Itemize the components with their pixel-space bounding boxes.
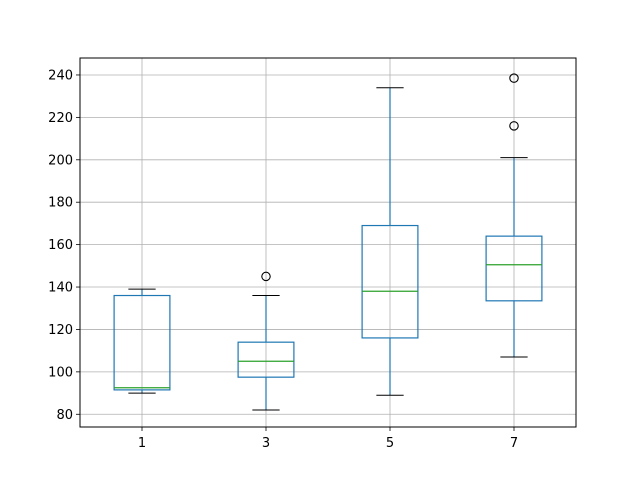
- y-tick-label: 180: [48, 196, 73, 211]
- outlier-point: [509, 73, 519, 83]
- iqr-box: [361, 224, 419, 339]
- box-5: [361, 87, 419, 396]
- y-tick-label: 80: [56, 408, 73, 423]
- y-tick-label: 160: [48, 238, 73, 253]
- boxes: [113, 73, 543, 411]
- x-tick-label: 5: [386, 436, 394, 451]
- y-axis: 80 100 120 140 160 180 200 220 240: [48, 68, 80, 423]
- x-tick-label: 3: [262, 436, 270, 451]
- iqr-box: [485, 235, 543, 302]
- grid: [80, 58, 576, 427]
- y-tick-label: 240: [48, 68, 73, 83]
- plot-area-frame: [79, 57, 577, 428]
- iqr-box: [237, 341, 295, 378]
- box-1: [113, 288, 171, 394]
- x-tick-label: 1: [138, 436, 146, 451]
- outlier-point: [509, 121, 519, 131]
- y-tick-label: 140: [48, 281, 73, 296]
- x-tick-label: 7: [510, 436, 518, 451]
- y-tick-label: 220: [48, 111, 73, 126]
- outlier-point: [261, 271, 271, 282]
- y-tick-label: 100: [48, 365, 73, 380]
- x-axis: 1 3 5 7: [138, 427, 518, 451]
- box-3: [237, 271, 295, 411]
- box-7: [485, 73, 543, 358]
- y-tick-label: 200: [48, 153, 73, 168]
- y-tick-label: 120: [48, 323, 73, 338]
- iqr-box: [113, 294, 171, 391]
